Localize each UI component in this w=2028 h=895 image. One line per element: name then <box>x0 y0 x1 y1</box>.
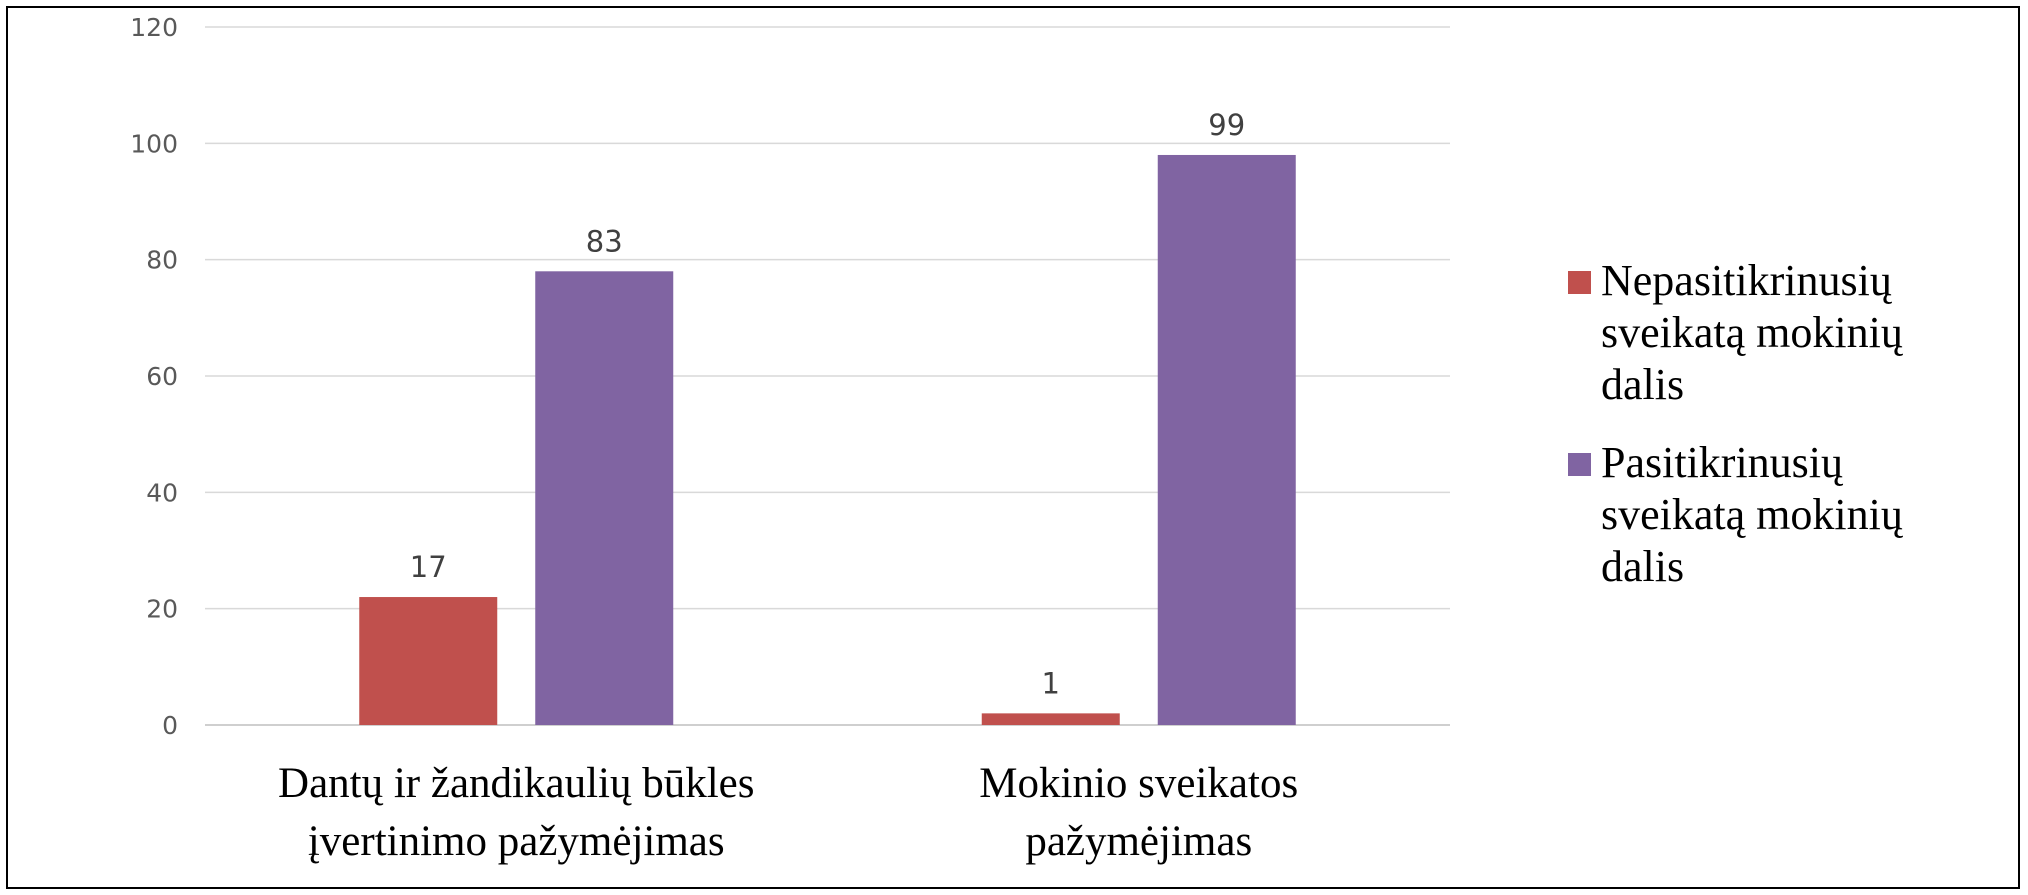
category-label-1-line-1: pažymėjimas <box>1025 818 1252 865</box>
legend-swatch-nepasitikrinusiu <box>1568 271 1591 294</box>
y-tick-label: 100 <box>130 129 178 158</box>
bars <box>359 154 1296 725</box>
legend-label-pasitikrinusiu: Pasitikrinusių sveikatą mokinių dalis <box>1601 438 1903 591</box>
y-tick-label: 60 <box>146 362 178 391</box>
bar-series0-cat1 <box>981 713 1120 725</box>
bar-series1-cat0 <box>535 271 674 725</box>
y-tick-label: 0 <box>162 711 178 740</box>
data-label-series0-cat0: 17 <box>410 550 447 584</box>
y-tick-label: 40 <box>146 478 178 507</box>
legend-item-nepasitikrinusiu: Nepasitikrinusių sveikatą mokinių dalis <box>1568 255 1968 411</box>
x-axis-categories: Dantų ir žandikaulių būkles įvertinimo pa… <box>278 760 1298 865</box>
y-tick-label: 20 <box>146 595 178 624</box>
data-label-series1-cat1: 99 <box>1208 108 1245 142</box>
legend-item-pasitikrinusiu: Pasitikrinusių sveikatą mokinių dalis <box>1568 437 1968 593</box>
legend: Nepasitikrinusių sveikatą mokinių dalis … <box>1568 255 1968 619</box>
legend-swatch-pasitikrinusiu <box>1568 453 1591 476</box>
category-label-0-line-1: įvertinimo pažymėjimas <box>308 818 725 865</box>
y-tick-label: 120 <box>130 13 178 42</box>
data-label-series1-cat0: 83 <box>586 224 623 258</box>
y-tick-label: 80 <box>146 246 178 275</box>
y-axis-ticks: 0 20 40 60 80 100 120 <box>130 13 178 740</box>
category-label-1-line-0: Mokinio sveikatos <box>979 760 1298 807</box>
data-label-series0-cat1: 1 <box>1042 666 1060 700</box>
bar-series0-cat0 <box>359 597 498 725</box>
data-labels: 17 83 1 99 <box>410 108 1245 700</box>
chart-frame <box>6 6 2020 889</box>
category-label-0-line-0: Dantų ir žandikaulių būkles <box>278 760 754 807</box>
bar-series1-cat1 <box>1157 154 1296 725</box>
legend-label-nepasitikrinusiu: Nepasitikrinusių sveikatą mokinių dalis <box>1601 256 1903 409</box>
